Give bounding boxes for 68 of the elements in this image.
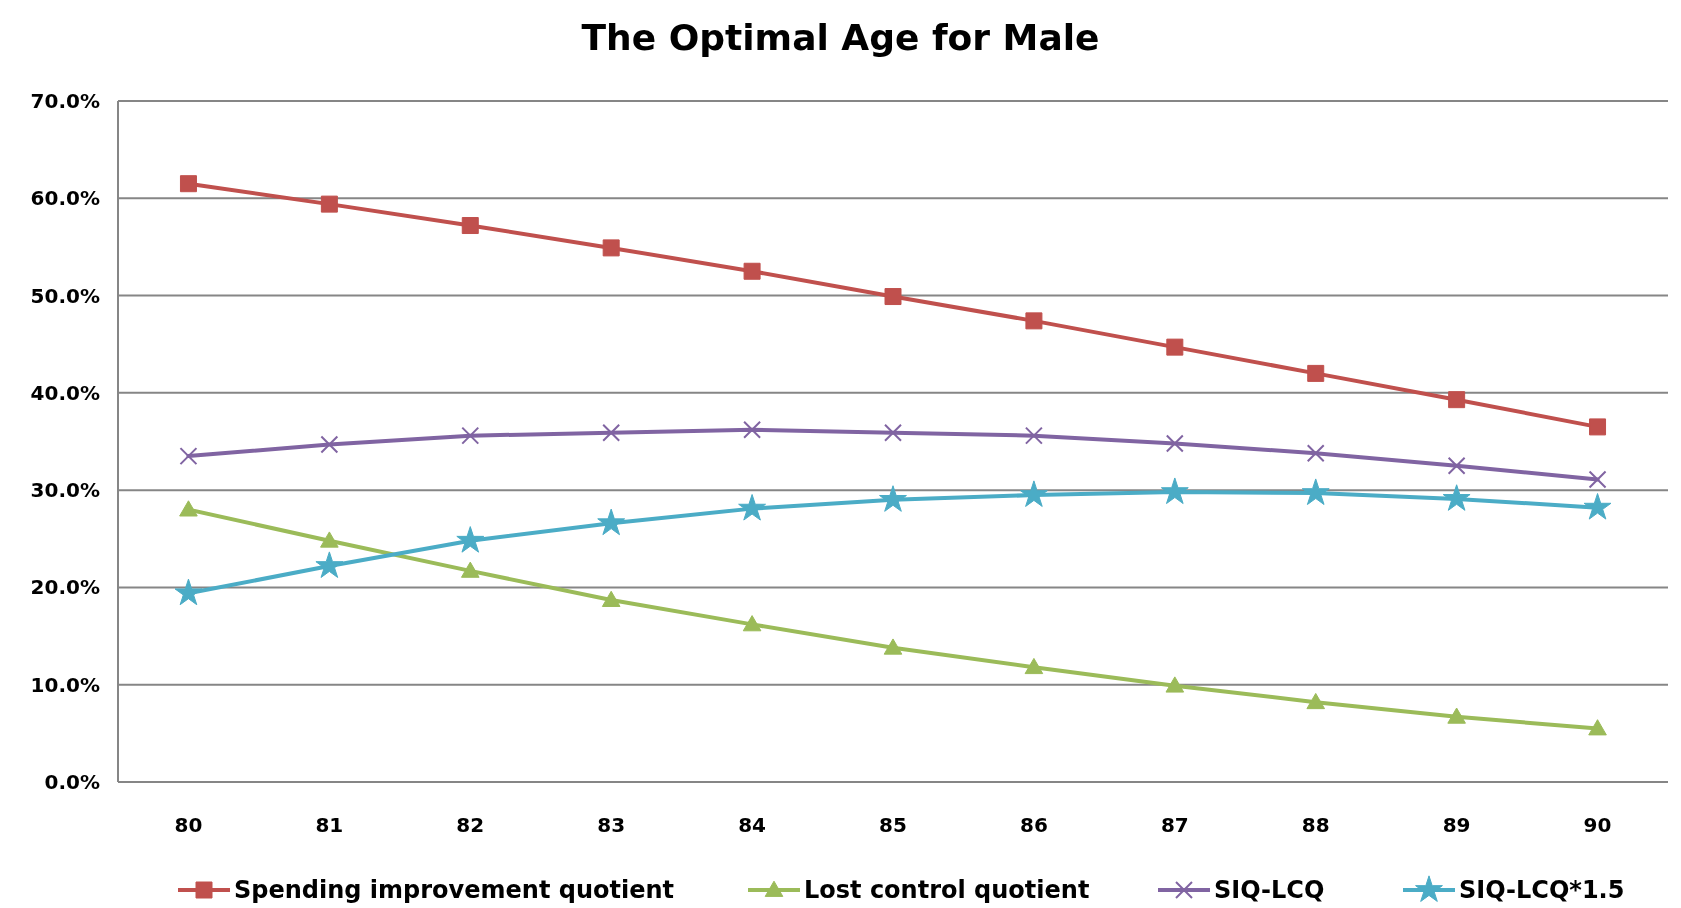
y-tick-label: 50.0% [30, 283, 100, 308]
legend-label: SIQ-LCQ*1.5 [1459, 876, 1625, 905]
point [1442, 484, 1471, 511]
x-tick-label: 90 [1583, 813, 1612, 837]
x-tick-label: 87 [1160, 813, 1189, 837]
x-tick-label: 89 [1442, 813, 1471, 837]
point [1447, 456, 1466, 475]
point [738, 494, 767, 521]
point [1588, 719, 1607, 736]
point [320, 195, 338, 213]
point [1301, 478, 1330, 505]
y-tick-label: 60.0% [30, 186, 100, 211]
x-tick-label: 82 [456, 813, 485, 837]
point [879, 485, 907, 512]
point [602, 423, 621, 442]
x-tick-label: 85 [879, 813, 907, 837]
x-tick-label: 88 [1301, 813, 1330, 837]
point [461, 217, 479, 235]
point [884, 288, 902, 306]
point [456, 526, 485, 553]
y-tick-label: 70.0% [30, 89, 100, 113]
point [602, 239, 620, 257]
point [1447, 707, 1466, 724]
point [179, 447, 198, 466]
point [1024, 426, 1043, 445]
point [1165, 676, 1185, 693]
point [1166, 338, 1184, 356]
point [1583, 493, 1612, 520]
x-tick-label: 84 [738, 813, 767, 837]
point [742, 615, 762, 632]
point [883, 638, 903, 655]
point [320, 435, 339, 454]
point [884, 423, 902, 442]
y-tick-label: 40.0% [30, 380, 100, 405]
point [1306, 444, 1325, 463]
legend-label: Lost control quotient [804, 876, 1090, 905]
point [460, 561, 480, 578]
x-tick-label: 81 [315, 813, 344, 837]
point [179, 175, 197, 193]
point [1019, 480, 1048, 507]
y-tick-label: 20.0% [30, 575, 100, 600]
point [1306, 692, 1326, 710]
y-tick-label: 30.0% [30, 478, 100, 503]
chart-title: The Optimal Age for Male [581, 17, 1100, 58]
point [601, 590, 621, 607]
point [1165, 434, 1184, 453]
point [743, 262, 761, 280]
point [174, 578, 203, 606]
point [743, 420, 762, 439]
x-tick-label: 80 [174, 813, 203, 837]
y-tick-label: 0.0% [44, 770, 100, 794]
point [1160, 477, 1189, 505]
point [1024, 657, 1044, 675]
point [1588, 470, 1607, 489]
point [461, 426, 480, 445]
point [1589, 418, 1607, 436]
x-tick-label: 86 [1019, 813, 1048, 837]
point [179, 500, 198, 517]
x-tick-label: 83 [597, 813, 626, 837]
point [1025, 312, 1043, 330]
point [597, 508, 626, 536]
point [320, 531, 339, 548]
point [1307, 364, 1325, 382]
legend-label: Spending improvement quotient [234, 876, 675, 905]
point [315, 551, 344, 578]
y-tick-label: 10.0% [30, 672, 100, 697]
legend-label: SIQ-LCQ [1214, 876, 1325, 905]
point [1448, 391, 1466, 409]
